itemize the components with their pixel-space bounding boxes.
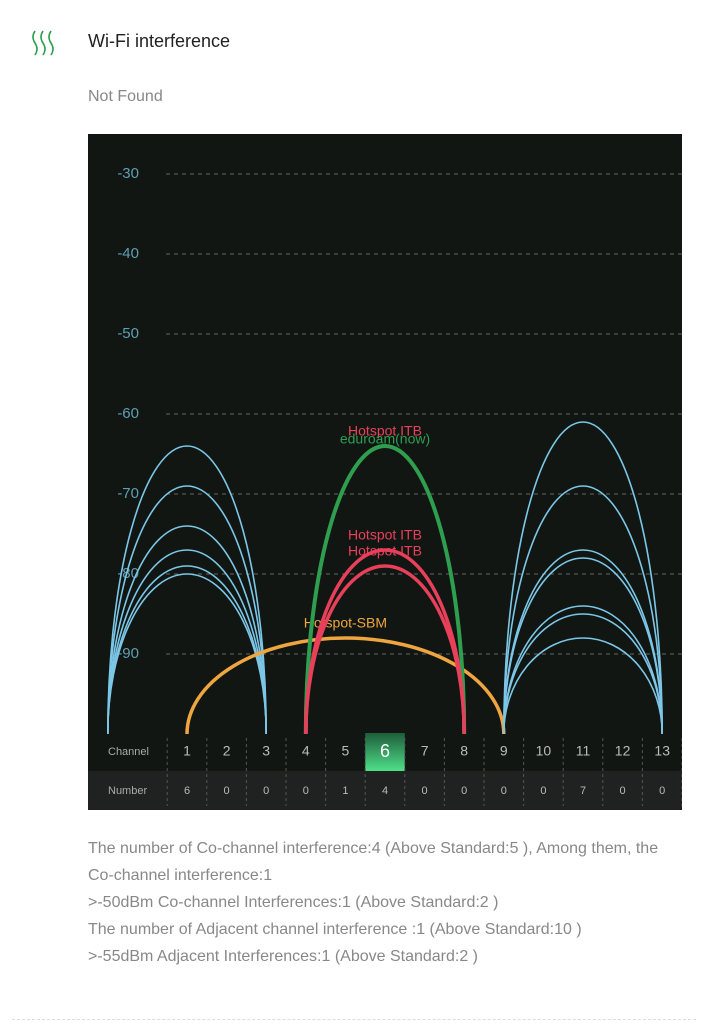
signal-arc	[107, 485, 267, 735]
signal-arc	[503, 549, 663, 735]
status-text: Not Found	[88, 88, 163, 105]
channel-label: 4	[302, 743, 310, 759]
signal-arc	[503, 605, 663, 735]
signal-arc	[107, 549, 267, 735]
signal-arc	[304, 548, 466, 735]
signal-arc	[503, 557, 663, 735]
y-tick-label: -40	[117, 245, 139, 262]
divider	[12, 1019, 696, 1020]
channel-label: 3	[262, 743, 270, 759]
wifi-icon	[32, 30, 54, 56]
signal-arc	[503, 637, 663, 735]
channel-label: 1	[183, 743, 191, 759]
row-label: Channel	[108, 746, 149, 758]
network-label: Hotspot ITB	[348, 423, 422, 439]
channel-label: 7	[421, 743, 429, 759]
channel-label: 10	[536, 743, 552, 759]
network-label: Hotspot-SBM	[304, 615, 387, 631]
channel-count: 0	[263, 785, 269, 797]
channel-count: 0	[422, 785, 428, 797]
selected-channel	[365, 733, 405, 771]
chart: -30-40-50-60-70-80-90ChannelNumber162030…	[88, 134, 682, 810]
channel-label: 6	[380, 741, 390, 761]
channel-count: 0	[620, 785, 626, 797]
y-tick-label: -70	[117, 485, 139, 502]
signal-arc	[503, 613, 663, 735]
channel-label: 9	[500, 743, 508, 759]
channel-count: 6	[184, 785, 190, 797]
channel-count: 1	[342, 785, 348, 797]
channel-count: 4	[382, 785, 388, 797]
note-line: The number of Adjacent channel interfere…	[88, 921, 582, 938]
channel-label: 11	[576, 743, 591, 759]
network-label: Hotspot ITB	[348, 543, 422, 559]
signal-arc	[107, 445, 267, 735]
channel-count: 7	[580, 785, 586, 797]
note-line: >-50dBm Co-channel Interferences:1 (Abov…	[88, 894, 499, 911]
channel-label: 5	[342, 743, 350, 759]
signal-arc	[304, 564, 466, 735]
signal-arc	[503, 421, 663, 735]
channel-count: 0	[461, 785, 467, 797]
channel-count: 0	[540, 785, 546, 797]
network-label: Hotspot ITB	[348, 527, 422, 543]
number-row-background	[88, 771, 682, 810]
channel-count: 0	[501, 785, 507, 797]
channel-label: 13	[654, 743, 670, 759]
chart-background	[88, 134, 682, 810]
row-label: Number	[108, 785, 147, 797]
network-label: eduroam(now)	[340, 431, 430, 447]
channel-count: 0	[659, 785, 665, 797]
y-tick-label: -30	[117, 165, 139, 182]
note-line: The number of Co-channel interference:4 …	[88, 840, 659, 884]
note-line: >-55dBm Adjacent Interferences:1 (Above …	[88, 948, 479, 965]
channel-count: 0	[224, 785, 230, 797]
signal-arc	[303, 444, 467, 735]
channel-label: 2	[223, 743, 231, 759]
signal-arc	[185, 636, 506, 735]
channel-label: 8	[460, 743, 468, 759]
signal-arc	[503, 485, 663, 735]
signal-arc	[107, 565, 267, 735]
y-tick-label: -90	[117, 645, 139, 662]
y-tick-label: -60	[117, 405, 139, 422]
notes: The number of Co-channel interference:4 …	[88, 835, 678, 970]
y-tick-label: -50	[117, 325, 139, 342]
signal-arc	[107, 525, 267, 735]
signal-arc	[107, 573, 267, 735]
page-title: Wi-Fi interference	[88, 31, 231, 51]
channel-label: 12	[615, 743, 631, 759]
channel-count: 0	[303, 785, 309, 797]
